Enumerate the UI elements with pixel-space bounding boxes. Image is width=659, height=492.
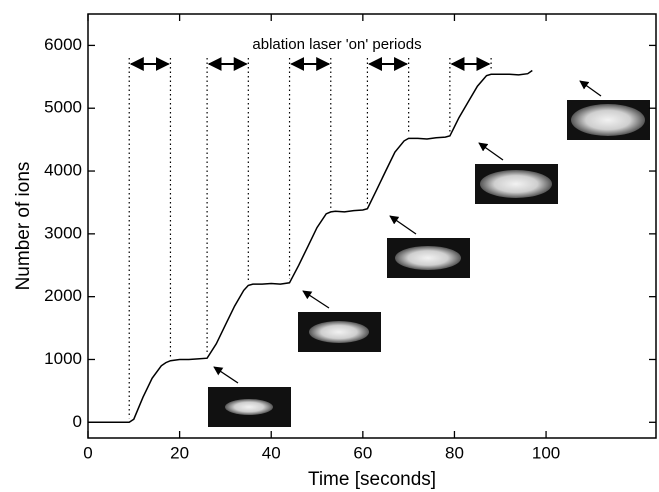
- pointer-arrow: [213, 366, 239, 384]
- plot-frame: [87, 13, 657, 439]
- x-tick-label: 60: [353, 443, 372, 462]
- pointer-arrow: [389, 215, 417, 235]
- y-tick-label: 4000: [44, 161, 82, 180]
- ion-cloud: [480, 170, 552, 198]
- y-tick-label: 2000: [44, 286, 82, 305]
- y-tick-label: 1000: [44, 349, 82, 368]
- x-tick-label: 40: [262, 443, 281, 462]
- annotation: ablation laser 'on' periods: [252, 36, 421, 53]
- y-axis-label: Number of ions: [13, 162, 34, 291]
- x-tick-label: 20: [170, 443, 189, 462]
- x-tick-label: 100: [532, 443, 560, 462]
- x-tick-label: 0: [83, 443, 92, 462]
- ion-cloud: [309, 321, 369, 343]
- x-axis-label: Time [seconds]: [308, 469, 436, 490]
- data-line: [88, 69, 533, 424]
- ion-cloud: [571, 104, 645, 136]
- pointer-arrow: [302, 290, 330, 309]
- pointer-arrow: [478, 142, 504, 161]
- pointer-arrow: [579, 80, 602, 97]
- y-tick-label: 3000: [44, 223, 82, 242]
- y-tick-label: 6000: [44, 35, 82, 54]
- y-tick-label: 0: [73, 412, 82, 431]
- y-tick-label: 5000: [44, 98, 82, 117]
- x-tick-label: 80: [445, 443, 464, 462]
- ion-images: [208, 80, 650, 427]
- ion-cloud: [395, 246, 461, 270]
- ion-cloud: [225, 399, 273, 415]
